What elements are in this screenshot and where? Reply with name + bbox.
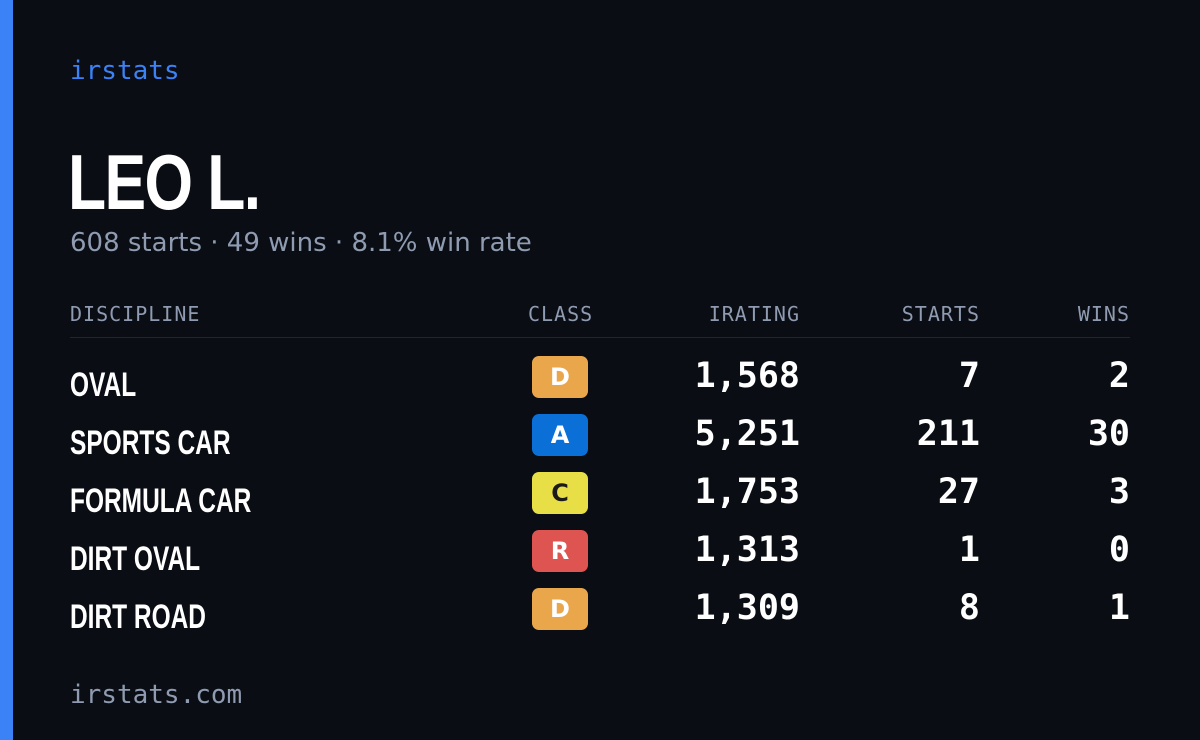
header-discipline: DISCIPLINE [70,302,201,326]
class-badge: D [532,356,588,398]
class-badge: R [532,530,588,572]
starts-value: 27 [937,472,980,512]
header-class: CLASS [528,302,594,326]
driver-summary: 608 starts · 49 wins · 8.1% win rate [70,228,532,258]
header-starts: STARTS [901,302,980,326]
footer-url[interactable]: irstats.com [70,680,243,710]
class-badge: C [532,472,588,514]
wins-value: 1 [1108,588,1130,628]
table-row: OVAL D 1,568 7 2 [70,352,1130,410]
discipline-name: DIRT OVAL [70,540,201,578]
class-badge: D [532,588,588,630]
driver-name: LEO L. [68,138,261,226]
table-body: OVAL D 1,568 7 2 SPORTS CAR A 5,251 211 … [70,338,1130,642]
wins-value: 30 [1087,414,1130,454]
header-irating: IRATING [708,302,800,326]
discipline-name: FORMULA CAR [70,482,252,520]
starts-value: 7 [958,356,980,396]
table-row: FORMULA CAR C 1,753 27 3 [70,468,1130,526]
class-badge: A [532,414,588,456]
irating-value: 1,568 [694,356,800,396]
wins-value: 3 [1108,472,1130,512]
irating-value: 1,309 [694,588,800,628]
discipline-name: SPORTS CAR [70,424,231,462]
header-wins: WINS [1077,302,1130,326]
discipline-name: OVAL [70,366,137,404]
brand-logo: irstats [70,56,180,86]
wins-value: 0 [1108,530,1130,570]
wins-value: 2 [1108,356,1130,396]
accent-bar [0,0,13,740]
discipline-name: DIRT ROAD [70,598,207,636]
irating-value: 1,313 [694,530,800,570]
table-row: DIRT ROAD D 1,309 8 1 [70,584,1130,642]
starts-value: 211 [916,414,980,454]
starts-value: 8 [958,588,980,628]
table-row: SPORTS CAR A 5,251 211 30 [70,410,1130,468]
discipline-table: DISCIPLINE CLASS IRATING STARTS WINS OVA… [70,296,1130,642]
table-header: DISCIPLINE CLASS IRATING STARTS WINS [70,296,1130,338]
starts-value: 1 [958,530,980,570]
irating-value: 1,753 [694,472,800,512]
irating-value: 5,251 [694,414,800,454]
table-row: DIRT OVAL R 1,313 1 0 [70,526,1130,584]
